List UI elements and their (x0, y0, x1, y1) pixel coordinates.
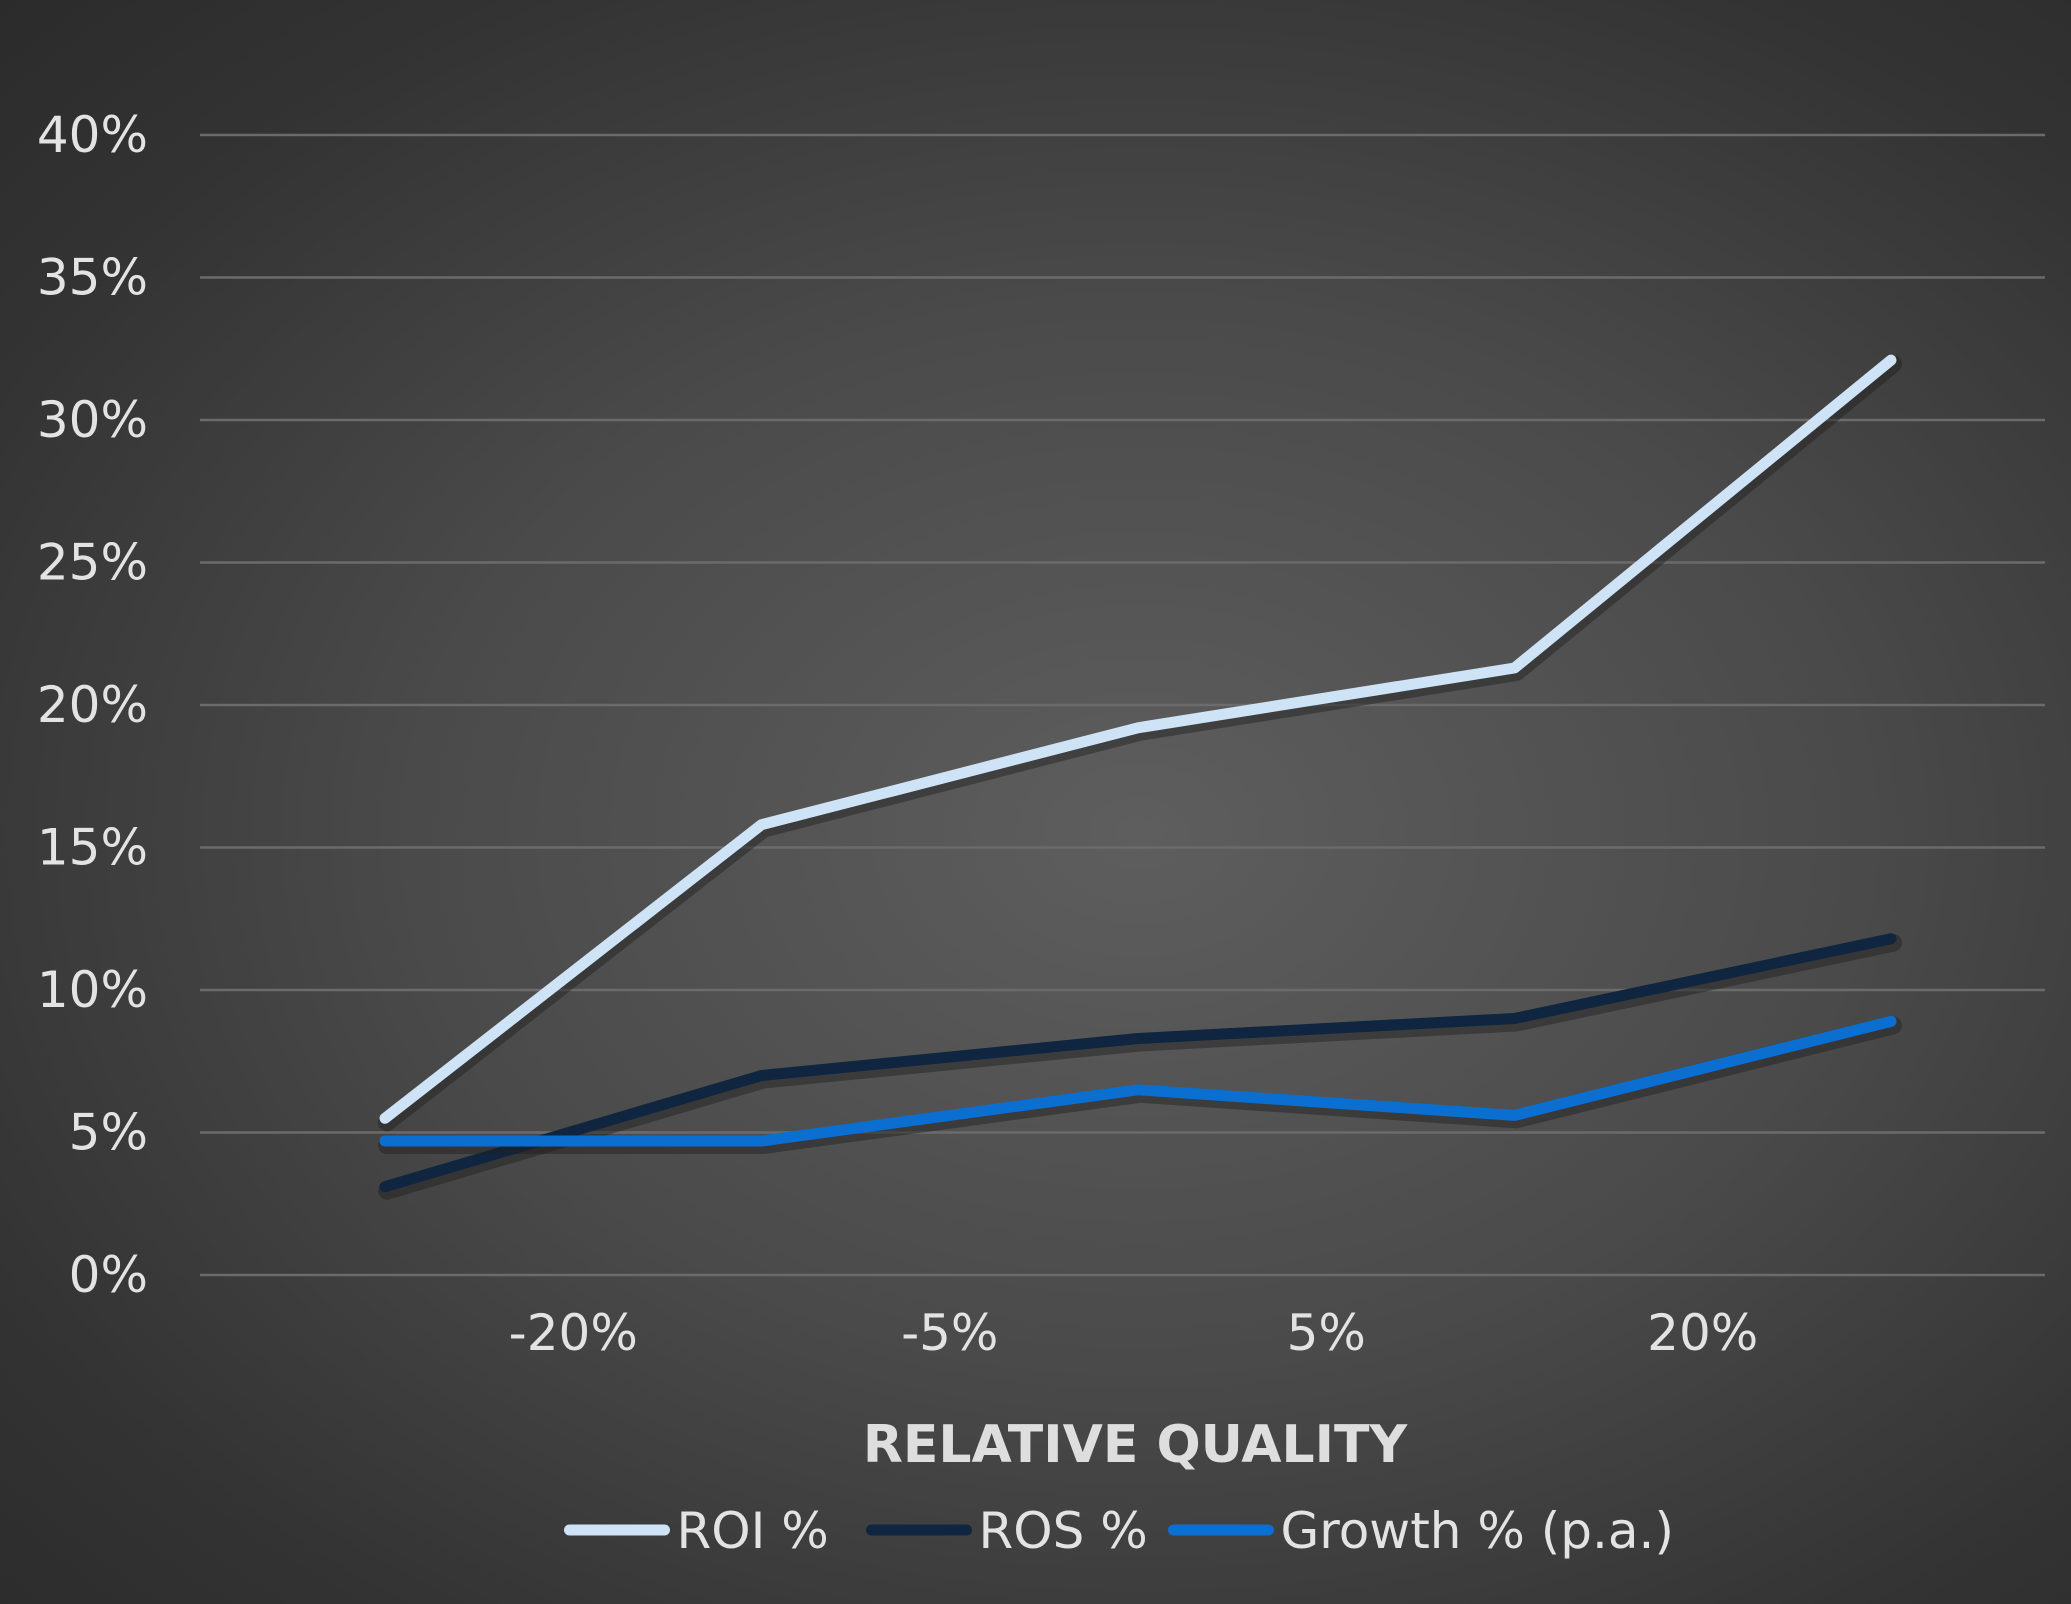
legend-label-growth-p-a: Growth % (p.a.) (1281, 1502, 1674, 1560)
x-axis-title: RELATIVE QUALITY (863, 1415, 1409, 1475)
series-line-roi (379, 354, 1897, 1124)
series-shadow-roi (378, 355, 1902, 1132)
y-tick-label: 0% (69, 1246, 148, 1304)
x-axis-ticks: -20% -5% 5% 20% (509, 1304, 1759, 1362)
y-tick-label: 35% (37, 249, 148, 307)
y-tick-label: 30% (37, 391, 148, 449)
y-tick-label: 15% (37, 819, 148, 877)
legend: ROI % ROS % Growth % (p.a.) (564, 1502, 1674, 1560)
y-tick-label: 40% (37, 106, 148, 164)
y-tick-label: 10% (37, 961, 148, 1019)
legend-label-ros: ROS % (979, 1502, 1148, 1560)
series-line-ros (379, 933, 1897, 1193)
gridlines (200, 133, 2045, 1277)
y-tick-label: 25% (37, 534, 148, 592)
series-line-growth-p-a (379, 1015, 1897, 1147)
y-axis-ticks: 0% 5% 10% 15% 20% 25% 30% 35% 40% (37, 106, 148, 1304)
x-tick-label: 5% (1287, 1304, 1366, 1362)
x-tick-label: -5% (901, 1304, 998, 1362)
x-tick-label: -20% (509, 1304, 638, 1362)
legend-label-roi: ROI % (677, 1502, 829, 1560)
x-tick-label: 20% (1647, 1304, 1758, 1362)
series-lines (378, 354, 1902, 1200)
y-tick-label: 20% (37, 676, 148, 734)
y-tick-label: 5% (69, 1104, 148, 1162)
